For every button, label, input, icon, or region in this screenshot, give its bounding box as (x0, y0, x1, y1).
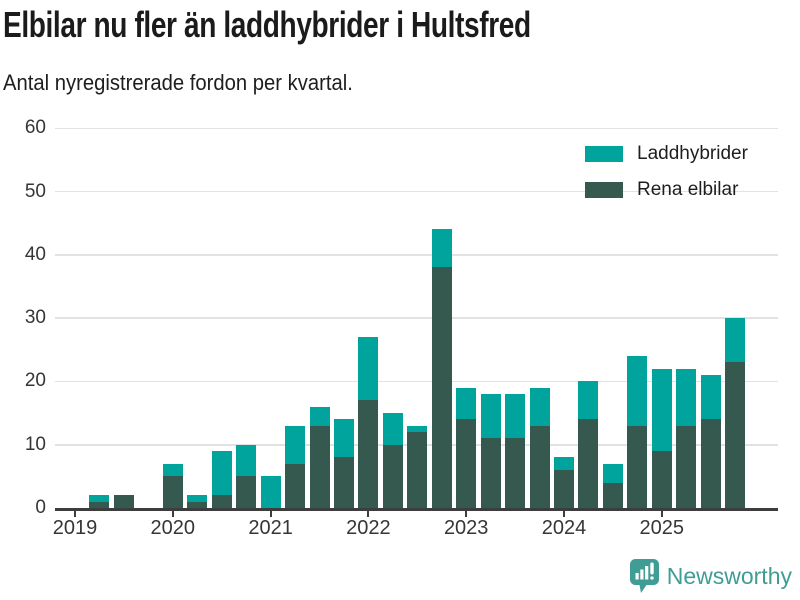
bar-2020-q3-laddhybrider (211, 451, 232, 496)
y-axis-label-50: 50 (24, 180, 46, 202)
x-axis-tick-2024 (563, 511, 565, 517)
bar-2025-q2-rena-elbilar (676, 425, 697, 508)
y-axis-label-40: 40 (24, 243, 46, 265)
x-axis-tick-2019 (74, 511, 76, 517)
page-title: Elbilar nu fler än laddhybrider i Hultsf… (3, 4, 680, 46)
chart-legend: Laddhybrider Rena elbilar (585, 143, 748, 215)
bar-2022-q2-laddhybrider (382, 413, 403, 445)
bar-2021-q3-rena-elbilar (309, 425, 330, 508)
x-axis-tick-2020 (171, 511, 174, 517)
bar-2022-q4-laddhybrider (431, 229, 452, 268)
bar-2023-q2-rena-elbilar (480, 438, 501, 508)
x-axis-label-2025: 2025 (639, 517, 685, 539)
bar-2019-q2-laddhybrider (89, 495, 110, 502)
bar-2019-q2-rena-elbilar (89, 501, 110, 508)
legend-swatch-icon (585, 182, 623, 198)
x-axis-label-2019: 2019 (52, 517, 98, 539)
bar-2025-q2-laddhybrider (676, 368, 697, 426)
bar-2025-q3-rena-elbilar (700, 419, 721, 508)
bar-2024-q3-rena-elbilar (602, 482, 623, 508)
bar-2022-q3-rena-elbilar (407, 432, 428, 508)
bar-2021-q2-rena-elbilar (285, 463, 306, 508)
bar-2025-q1-laddhybrider (651, 368, 672, 452)
logo-bar-large (644, 566, 649, 580)
page-subtitle-text: Antal nyregistrerade fordon per kvartal. (3, 70, 353, 95)
bar-2024-q3-laddhybrider (602, 463, 623, 483)
y-axis-label-30: 30 (24, 307, 46, 329)
bar-2025-q4-rena-elbilar (725, 362, 746, 508)
bar-2023-q3-laddhybrider (505, 394, 526, 439)
bar-2025-q3-laddhybrider (700, 375, 721, 420)
x-axis-label-2020: 2020 (150, 517, 196, 539)
x-axis-tick-2022 (367, 511, 370, 517)
gridline-20 (55, 380, 778, 383)
bar-2021-q4-rena-elbilar (333, 457, 354, 508)
bar-2021-q4-laddhybrider (333, 419, 354, 458)
bar-2024-q2-laddhybrider (578, 381, 599, 420)
gridline-60 (55, 127, 778, 129)
y-axis-label-10: 10 (24, 433, 46, 455)
gridline-50 (55, 190, 778, 193)
bar-2024-q4-rena-elbilar (627, 425, 648, 508)
newsworthy-brand: Newsworthy (629, 558, 792, 594)
x-axis-tick-2021 (269, 511, 272, 517)
newsworthy-logo-icon (629, 559, 659, 593)
bar-2022-q4-rena-elbilar (431, 267, 452, 508)
x-axis-line (55, 508, 778, 511)
bar-2023-q1-laddhybrider (456, 387, 477, 420)
bar-2023-q4-rena-elbilar (529, 425, 550, 508)
x-axis-tick-2025 (660, 511, 663, 517)
bar-2025-q1-rena-elbilar (651, 451, 672, 508)
bar-2022-q2-rena-elbilar (382, 444, 403, 508)
x-axis-label-2021: 2021 (248, 517, 293, 539)
x-axis-label-2023: 2023 (443, 517, 489, 539)
bar-2025-q4-laddhybrider (725, 318, 746, 363)
bar-2023-q1-rena-elbilar (456, 419, 477, 508)
legend-item-rena-elbilar: Rena elbilar (585, 179, 748, 201)
footer: Newsworthy (0, 558, 792, 594)
bar-2021-q3-laddhybrider (309, 406, 330, 426)
bar-2022-q3-laddhybrider (407, 425, 428, 433)
bar-2020-q2-laddhybrider (187, 495, 208, 502)
bar-2020-q1-laddhybrider (162, 463, 183, 477)
bar-2023-q4-laddhybrider (529, 387, 550, 426)
bar-2023-q3-rena-elbilar (505, 438, 526, 508)
bar-2023-q2-laddhybrider (480, 394, 501, 439)
x-axis-label-2022: 2022 (346, 517, 391, 539)
gridline-30 (55, 317, 778, 319)
legend-label: Laddhybrider (637, 143, 748, 164)
bar-2020-q3-rena-elbilar (211, 495, 232, 508)
legend-item-laddhybrider: Laddhybrider (585, 143, 748, 165)
y-axis-label-20: 20 (24, 370, 46, 392)
page-title-text: Elbilar nu fler än laddhybrider i Hultsf… (3, 4, 531, 45)
bar-2022-q1-laddhybrider (358, 337, 379, 401)
logo-exclamation-stem (650, 562, 654, 575)
logo-bar-medium (640, 569, 644, 580)
y-axis-label-60: 60 (24, 117, 46, 139)
bar-2019-q3-rena-elbilar (113, 495, 134, 508)
page-subtitle: Antal nyregistrerade fordon per kvartal. (3, 70, 383, 96)
bar-2024-q4-laddhybrider (627, 356, 648, 426)
x-axis-label-2024: 2024 (541, 517, 587, 539)
y-axis-label-0: 0 (35, 497, 46, 518)
legend-label: Rena elbilar (637, 179, 739, 200)
bar-2021-q2-laddhybrider (285, 425, 306, 464)
newsworthy-brand-text: Newsworthy (666, 562, 792, 589)
bar-2022-q1-rena-elbilar (358, 400, 379, 508)
bar-2020-q2-rena-elbilar (187, 501, 208, 508)
logo-exclamation-dot (650, 576, 654, 580)
bar-2024-q1-rena-elbilar (554, 470, 574, 508)
gridline-40 (55, 254, 778, 256)
bar-2020-q4-rena-elbilar (236, 476, 257, 508)
legend-swatch-icon (585, 146, 623, 162)
bar-2021-q1-laddhybrider (260, 476, 281, 508)
bar-2020-q1-rena-elbilar (162, 476, 183, 508)
bar-2024-q2-rena-elbilar (578, 419, 599, 508)
logo-bar-small (635, 573, 639, 580)
x-axis-tick-2023 (465, 511, 468, 517)
bar-2024-q1-laddhybrider (554, 457, 574, 471)
bar-2020-q4-laddhybrider (236, 444, 257, 477)
